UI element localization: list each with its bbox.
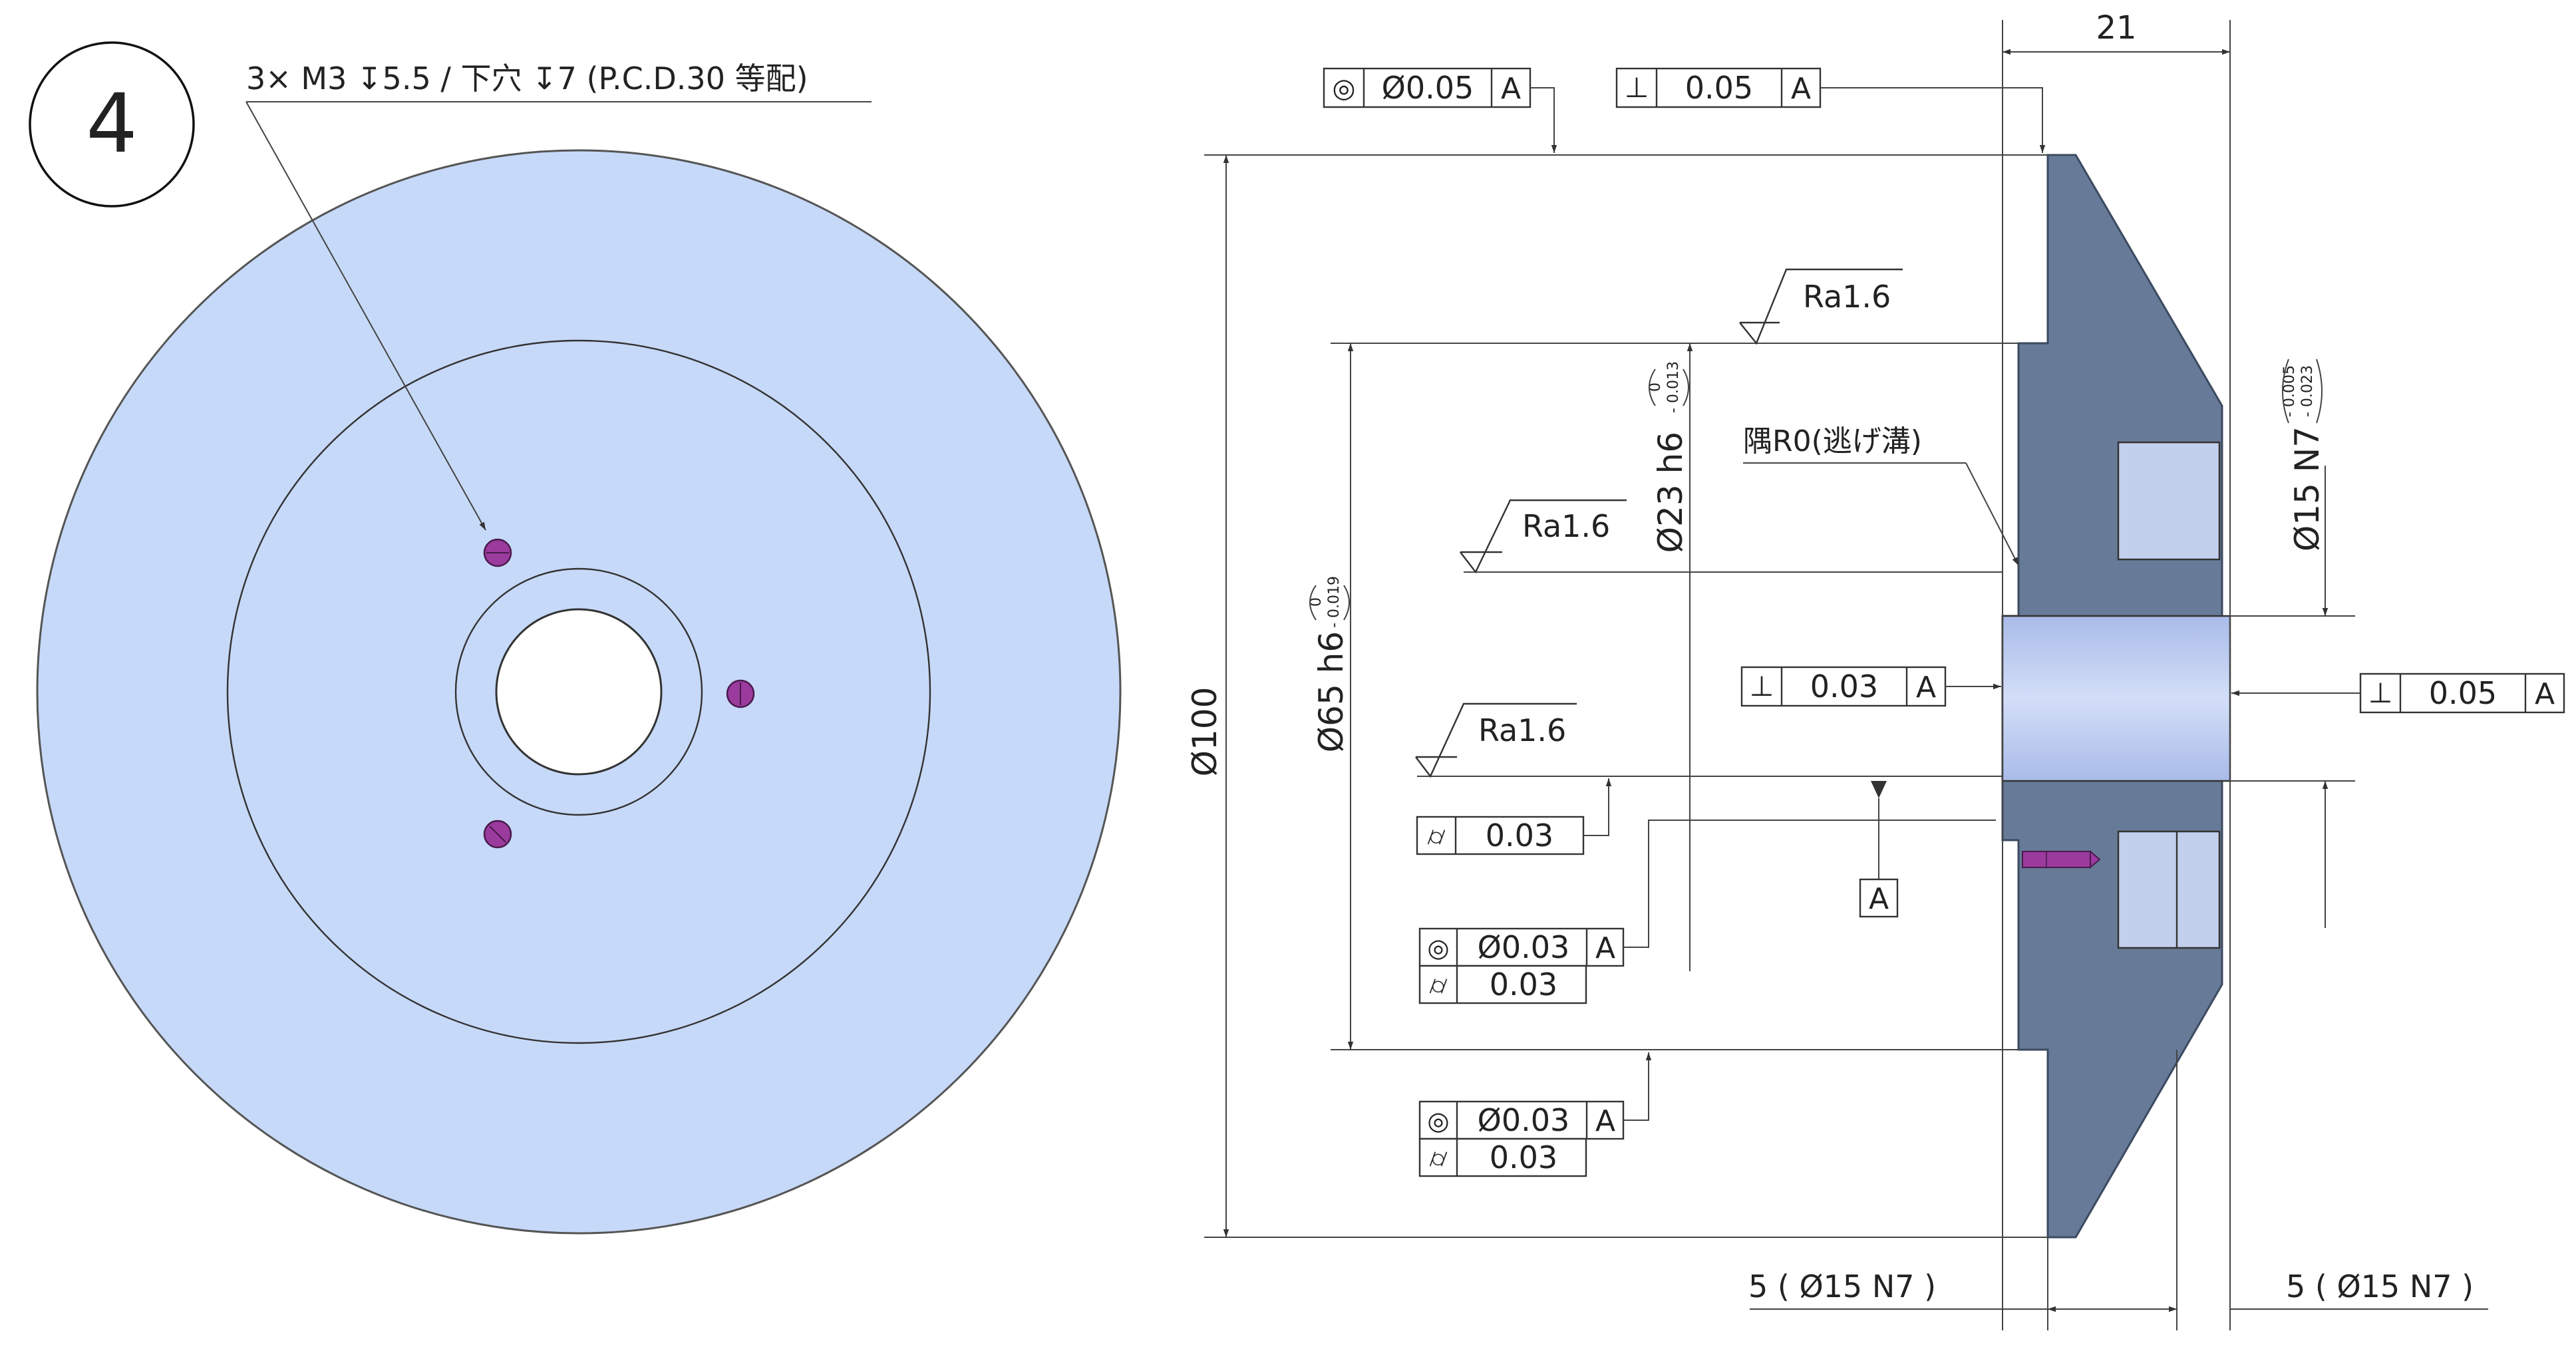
svg-text:0.03: 0.03 [1490,1139,1557,1175]
svg-text:0.03: 0.03 [1810,669,1878,704]
svg-text:0.03: 0.03 [1486,818,1553,853]
svg-text:Ø0.03: Ø0.03 [1478,1102,1570,1138]
gdt-concentricity-3: ◎ Ø0.03 A ⌭ 0.03 [1418,1052,1652,1177]
surface-finish-3: Ra1.6 [1415,702,1577,778]
tapped-holes [483,538,755,849]
dim-bottom-left: 5 ( Ø15 N7 ) [1748,1269,1936,1304]
svg-text:⌭: ⌭ [1429,971,1447,1000]
bore-hole [495,608,663,776]
hub-circle [454,567,703,816]
svg-text:◎: ◎ [1427,933,1449,963]
svg-text:A: A [1595,931,1615,965]
dim-dia-65: Ø65 h6 [1312,631,1351,752]
svg-text:Ra1.6: Ra1.6 [1803,279,1891,315]
svg-text:◎: ◎ [1333,73,1356,104]
dim-width-21: 21 [2096,9,2136,47]
svg-text:⊥: ⊥ [2368,677,2393,709]
dim-dia-100: Ø100 [1186,687,1224,777]
surface-finish-1: Ra1.6 [1739,268,1903,345]
section-view: 21 Ø100 Ø65 h6 0 - 0.019 Ø23 h6 0 - 0.01… [1186,9,2565,1330]
gdt-top-perpendicularity: ⊥ 0.05 A [1615,67,2046,153]
bore-section [2001,615,2231,782]
gdt-top-concentricity: ◎ Ø0.05 A [1323,67,1557,153]
svg-text:⌭: ⌭ [1427,822,1445,851]
hole-callout-leader [245,101,486,531]
screw [2022,851,2091,868]
svg-text:⌭: ⌭ [1429,1143,1447,1173]
svg-text:A: A [2535,677,2555,711]
svg-text:Ø0.05: Ø0.05 [1382,70,1474,106]
front-view: 4 3× M3 ↧5.5 / 下穴 ↧7 (P.C.D.30 等配) [29,41,1122,1235]
tol-upper: 0 [1647,382,1664,392]
svg-text:◎: ◎ [1427,1106,1449,1135]
svg-text:A: A [1916,671,1936,704]
datum-label: A [1869,882,1889,916]
svg-text:Ra1.6: Ra1.6 [1478,712,1566,748]
dim-dia-23: Ø23 h6 [1651,432,1690,553]
svg-text:Ø0.03: Ø0.03 [1478,929,1570,965]
svg-text:Ra1.6: Ra1.6 [1522,508,1610,544]
pocket-upper [2117,441,2221,561]
tol-lower: - 0.019 [1326,576,1343,628]
gdt-cylindricity-1: ⌭ 0.03 [1416,778,1612,855]
datum-triangle [1871,781,1887,798]
dim-bottom-right: 5 ( Ø15 N7 ) [2286,1269,2474,1304]
hole-callout: 3× M3 ↧5.5 / 下穴 ↧7 (P.C.D.30 等配) [246,61,808,96]
tol-upper: 0 [1308,597,1325,607]
tol-lower: - 0.013 [1665,361,1682,413]
corner-note: 隅R0(逃げ溝) [1743,424,1922,458]
pcd65-circle [226,339,931,1044]
svg-text:A: A [1501,72,1521,106]
surface-finish-2: Ra1.6 [1460,499,1627,574]
gdt-mid-perpendicularity: ⊥ 0.03 A [1740,666,2001,707]
svg-text:A: A [1791,72,1811,106]
svg-text:0.03: 0.03 [1490,967,1557,1002]
view-number-circle [29,41,195,208]
svg-text:⊥: ⊥ [1625,71,1649,104]
svg-text:A: A [1595,1104,1615,1138]
gdt-concentricity-2: ◎ Ø0.03 A ⌭ 0.03 [1418,820,1996,1004]
tol-upper: - 0.005 [2281,365,2298,417]
svg-text:0.05: 0.05 [1685,70,1753,106]
dim-dia-15: Ø15 N7 [2288,426,2327,551]
gdt-right-perpendicularity: ⊥ 0.05 A [2231,673,2565,714]
view-number: 4 [86,76,138,171]
svg-text:⊥: ⊥ [1750,670,1774,702]
pocket-lower [2117,830,2221,949]
tol-lower: - 0.023 [2299,365,2316,417]
svg-text:0.05: 0.05 [2429,675,2497,711]
